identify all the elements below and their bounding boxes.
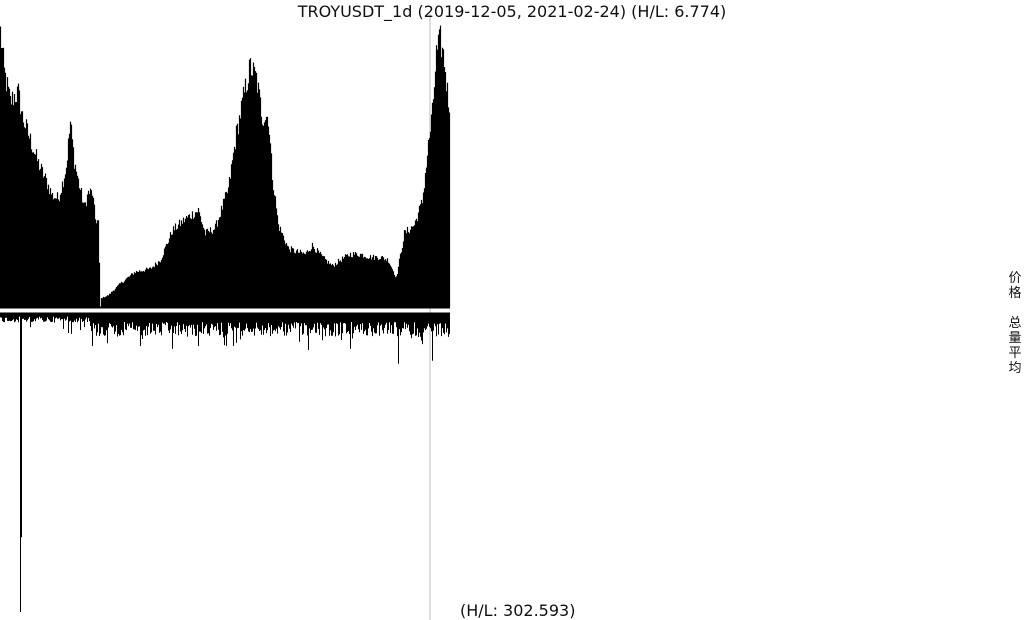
volume-hl-label: (H/L: 302.593) <box>460 601 576 620</box>
price-bars <box>0 25 451 307</box>
chart-title: TROYUSDT_1d (2019-12-05, 2021-02-24) (H/… <box>297 2 727 21</box>
volume-bars <box>0 313 450 612</box>
volume-series <box>0 312 450 612</box>
volume-axis-label: 总量平均 <box>1008 316 1022 376</box>
price-axis-label: 价格 <box>1008 271 1022 301</box>
price-series <box>0 25 451 309</box>
